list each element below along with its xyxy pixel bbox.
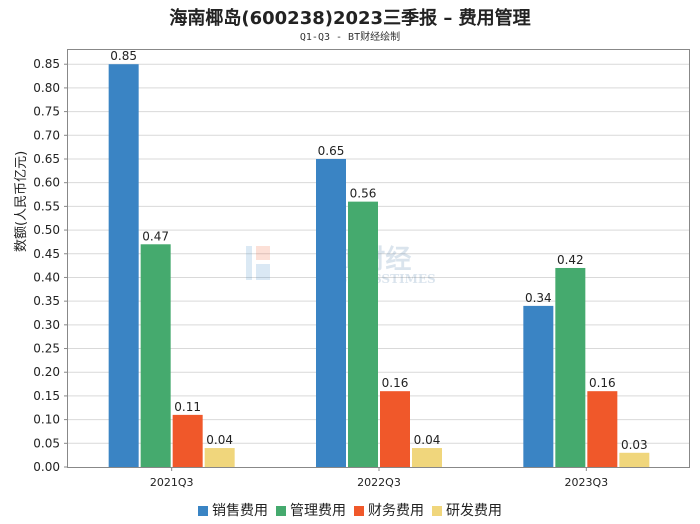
chart-subtitle: Q1-Q3 - BT财经绘制 [299, 32, 401, 43]
bar [108, 64, 139, 467]
x-tick-label: 2021Q3 [150, 476, 194, 489]
y-tick-label: 0.20 [33, 365, 60, 379]
legend-label: 销售费用 [212, 503, 268, 519]
bar [555, 267, 586, 467]
y-tick-label: 0.70 [33, 128, 60, 142]
bar [412, 448, 442, 467]
legend-item: 管理费用 [276, 500, 346, 520]
grid-lines [68, 63, 690, 444]
y-tick-label: 0.50 [33, 223, 60, 237]
bar [380, 391, 410, 467]
legend-item: 销售费用 [198, 500, 268, 520]
y-tick-label: 0.10 [33, 413, 60, 427]
legend-label: 财务费用 [368, 503, 424, 519]
bar [619, 452, 650, 467]
chart-title: 海南椰岛(600238)2023三季报 – 费用管理 [169, 8, 531, 29]
legend-label: 管理费用 [290, 503, 346, 519]
y-ticks: 0.00 0.05 0.10 0.15 0.20 0.25 0.30 0.35 0.40 0.45… [33, 57, 68, 474]
legend-swatch [276, 506, 286, 516]
legend-label: 研发费用 [446, 503, 502, 519]
data-label: 0.56 [350, 187, 377, 201]
legend-item: 财务费用 [354, 500, 424, 520]
y-tick-label: 0.05 [33, 436, 60, 450]
y-tick-label: 0.75 [33, 105, 60, 119]
x-tick-label: 2022Q3 [357, 476, 401, 489]
y-tick-label: 0.30 [33, 318, 60, 332]
bar [140, 244, 171, 467]
data-label: 0.42 [557, 253, 584, 267]
bars [108, 64, 650, 468]
y-tick-label: 0.40 [33, 270, 60, 284]
watermark-logo-bar [246, 246, 252, 280]
data-label: 0.03 [621, 438, 648, 452]
x-tick-label: 2023Q3 [565, 476, 609, 489]
plot-frame [67, 49, 690, 468]
y-tick-label: 0.45 [33, 247, 60, 261]
data-label: 0.16 [382, 376, 409, 390]
bar [204, 448, 235, 467]
bar [523, 305, 554, 467]
bar [348, 201, 378, 468]
watermark-logo-block [256, 264, 270, 280]
y-tick-label: 0.55 [33, 199, 60, 213]
data-label: 0.47 [142, 229, 169, 243]
bar [172, 414, 203, 467]
bar [587, 391, 618, 467]
data-labels: 0.85 0.47 0.11 0.04 0.65 0.56 0.16 0.04 0.34 0.42… [110, 49, 647, 452]
y-tick-label: 0.25 [33, 342, 60, 356]
y-tick-label: 0.85 [33, 57, 60, 71]
legend-swatch [198, 506, 208, 516]
watermark-logo-square [256, 246, 270, 260]
y-tick-label: 0.65 [33, 152, 60, 166]
data-label: 0.85 [110, 49, 137, 63]
y-tick-label: 0.00 [33, 460, 60, 474]
data-label: 0.65 [318, 144, 345, 158]
data-label: 0.04 [414, 433, 441, 447]
data-label: 0.11 [174, 400, 201, 414]
legend-swatch [354, 506, 364, 516]
x-ticks: 2021Q3 2022Q3 2023Q3 [150, 467, 608, 489]
data-label: 0.04 [206, 433, 233, 447]
data-label: 0.16 [589, 376, 616, 390]
y-tick-label: 0.35 [33, 294, 60, 308]
y-tick-label: 0.80 [33, 81, 60, 95]
legend-swatch [432, 506, 442, 516]
legend: 销售费用 管理费用 财务费用 研发费用 [0, 500, 700, 520]
y-tick-label: 0.60 [33, 176, 60, 190]
y-tick-label: 0.15 [33, 389, 60, 403]
bar [316, 158, 346, 467]
legend-item: 研发费用 [432, 500, 502, 520]
data-label: 0.34 [525, 291, 552, 305]
